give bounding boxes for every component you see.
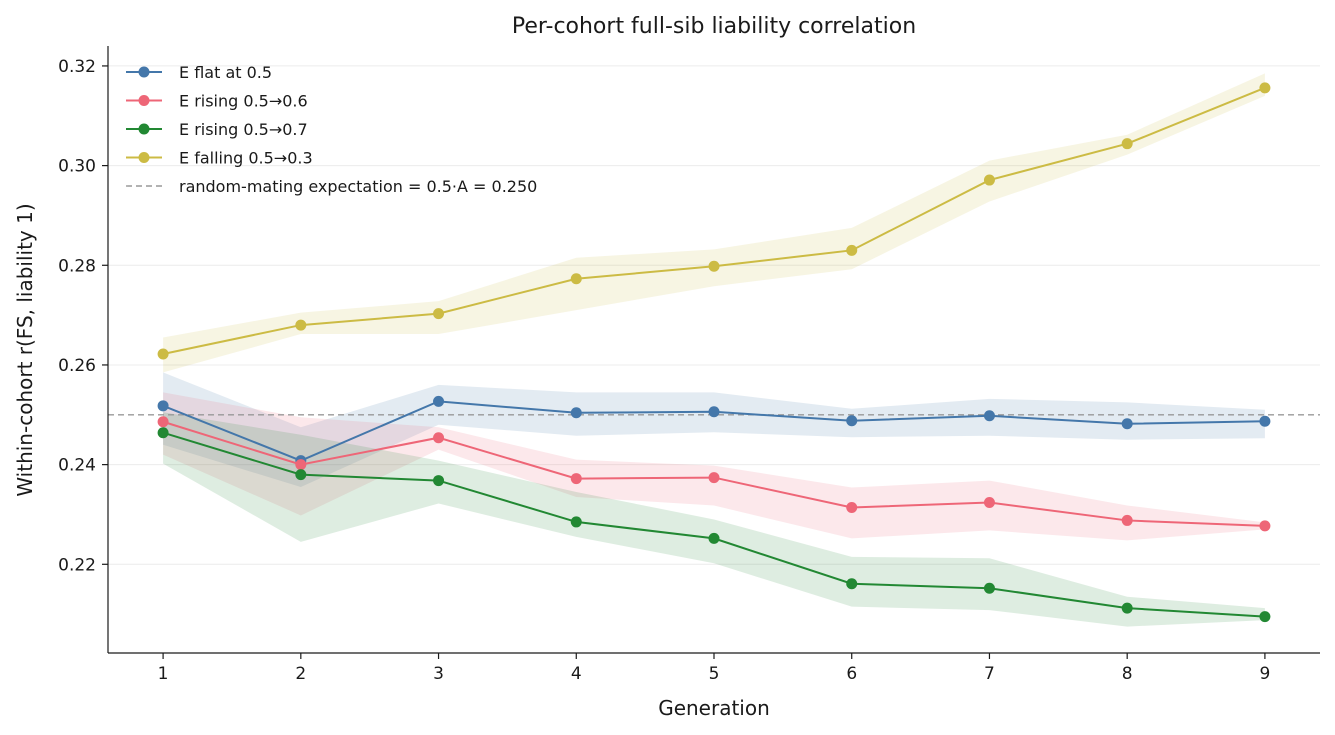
x-tick-label: 9 — [1259, 664, 1270, 684]
confidence-band — [163, 73, 1265, 373]
data-point — [570, 407, 582, 419]
data-point — [295, 319, 307, 331]
data-point — [157, 427, 169, 439]
y-tick-label: 0.28 — [58, 256, 96, 276]
x-tick-label: 1 — [158, 664, 169, 684]
data-point — [433, 432, 445, 444]
x-tick-label: 6 — [846, 664, 857, 684]
x-tick-label: 4 — [571, 664, 582, 684]
legend-label: E falling 0.5→0.3 — [179, 149, 313, 168]
data-point — [846, 244, 858, 256]
legend-marker — [138, 66, 150, 78]
data-point — [708, 260, 720, 272]
data-point — [1259, 520, 1271, 532]
series-lines — [157, 82, 1271, 623]
legend-label: random-mating expectation = 0.5·A = 0.25… — [179, 177, 537, 196]
legend: E flat at 0.5 E rising 0.5→0.6 E rising 0.… — [126, 63, 537, 196]
legend-marker — [138, 152, 150, 163]
legend-marker — [138, 95, 150, 106]
y-tick-label: 0.30 — [58, 157, 96, 177]
data-point — [983, 410, 995, 422]
x-tick-label: 5 — [709, 664, 720, 684]
y-tick-label: 0.32 — [58, 57, 96, 77]
data-point — [1259, 611, 1271, 623]
data-point — [570, 516, 582, 528]
x-tick-label: 8 — [1122, 664, 1133, 684]
confidence-band — [163, 412, 1265, 627]
y-tick-label: 0.24 — [58, 456, 96, 476]
y-tick-label: 0.26 — [58, 356, 96, 376]
data-point — [846, 415, 858, 427]
data-point — [1121, 602, 1133, 614]
legend-marker — [138, 123, 150, 135]
data-point — [157, 416, 169, 428]
data-point — [708, 472, 720, 484]
x-tick-label: 7 — [984, 664, 995, 684]
data-point — [983, 496, 995, 508]
data-point — [1121, 514, 1133, 526]
data-point — [1121, 138, 1133, 150]
data-point — [570, 273, 582, 285]
x-tick-label: 2 — [295, 664, 306, 684]
x-tick-label: 3 — [433, 664, 444, 684]
data-point — [157, 400, 169, 412]
x-axis-label: Generation — [658, 696, 770, 720]
data-point — [983, 174, 995, 186]
data-point — [1259, 415, 1271, 427]
data-point — [1121, 418, 1133, 430]
data-point — [1259, 82, 1271, 94]
data-point — [708, 532, 720, 544]
data-point — [846, 578, 858, 590]
data-point — [157, 348, 169, 360]
data-point — [570, 473, 582, 485]
legend-label: E rising 0.5→0.7 — [179, 120, 308, 139]
y-tick-label: 0.22 — [58, 555, 96, 575]
data-point — [983, 582, 995, 594]
data-point — [433, 475, 445, 487]
data-point — [295, 459, 307, 471]
data-point — [433, 395, 445, 407]
data-point — [708, 406, 720, 418]
y-axis-label: Within-cohort r(FS, liability 1) — [13, 203, 37, 496]
grid-lines — [108, 65, 1320, 565]
legend-label: E rising 0.5→0.6 — [179, 92, 308, 111]
legend-label: E flat at 0.5 — [179, 63, 272, 82]
axes: 0.22 0.24 0.26 0.28 0.30 0.32 1 2 3 4 5 6 7 8 9 — [58, 46, 1320, 684]
data-point — [295, 469, 307, 481]
data-point — [846, 501, 858, 513]
data-point — [433, 308, 445, 320]
chart-title: Per-cohort full-sib liability correlatio… — [512, 14, 916, 39]
